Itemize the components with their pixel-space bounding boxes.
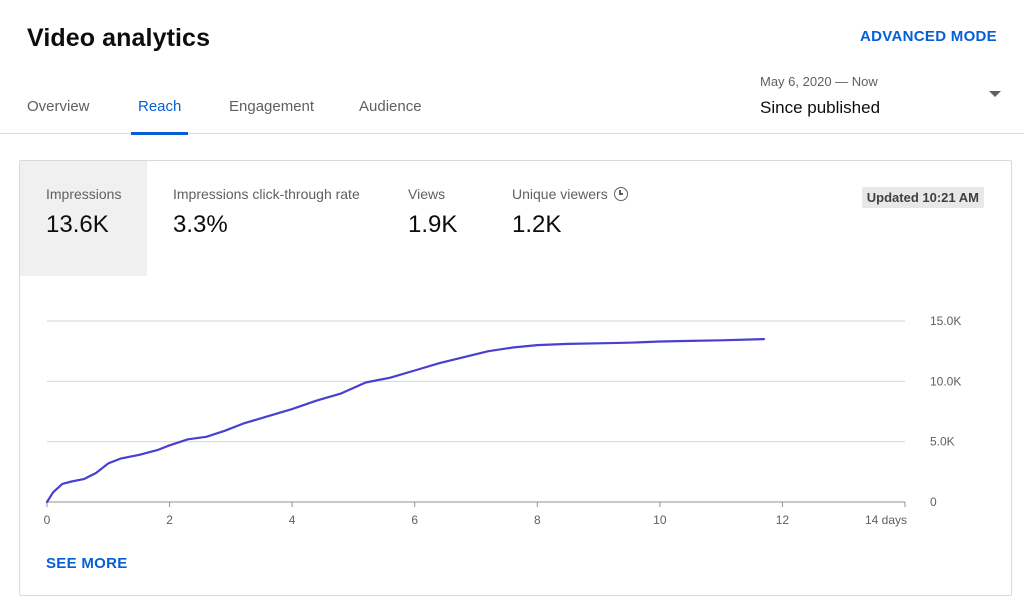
metric-value: 13.6K [46,211,109,238]
x-tick-label: 0 [44,513,51,527]
clock-icon [613,187,628,201]
see-more-button[interactable]: SEE MORE [46,555,128,572]
metric-label: Impressions [46,186,122,202]
x-tick-label: 12 [776,513,790,527]
metric-impressions[interactable]: Impressions 13.6K [20,161,147,276]
tab-engagement[interactable]: Engagement [229,98,315,115]
x-tick-label: 2 [166,513,173,527]
y-tick-label: 15.0K [930,314,961,328]
metric-label: Unique viewers [512,186,608,202]
metric-ctr[interactable]: Impressions click-through rate 3.3% [147,161,377,276]
metric-views[interactable]: Views 1.9K [382,161,482,276]
x-tick-label: 4 [289,513,296,527]
y-tick-label: 5.0K [930,435,955,449]
updated-badge: Updated 10:21 AM [861,187,984,208]
x-tick-label: 10 [653,513,667,527]
impressions-line-chart: 0 5.0K 10.0K 15.0K 0 2 4 6 8 10 12 14 days [44,314,962,527]
chevron-down-icon [989,91,1001,97]
date-range-text: May 6, 2020 — Now [760,74,878,89]
metric-unique-viewers[interactable]: Unique viewers 1.2K [486,161,656,276]
y-tick-label: 10.0K [930,374,961,388]
x-tick-label: 6 [411,513,418,527]
series-line-impressions [45,337,766,504]
y-tick-label: 0 [930,495,937,509]
date-range-selected: Since published [760,98,881,117]
tab-audience[interactable]: Audience [359,98,422,115]
x-tick-label: 14 days [865,513,907,527]
tab-overview[interactable]: Overview [27,98,90,115]
metric-label: Impressions click-through rate [173,186,360,202]
metric-label: Views [408,186,446,202]
page-title: Video analytics [27,24,211,52]
reach-card: Impressions 13.6K Impressions click-thro… [19,160,1012,596]
tab-bar: Overview Reach Engagement Audience [0,90,1024,135]
metric-value: 1.9K [408,211,458,238]
metric-value: 1.2K [512,211,562,238]
tab-reach[interactable]: Reach [130,98,189,135]
metric-value: 3.3% [173,211,228,238]
date-range-dropdown[interactable]: May 6, 2020 — Now Since published [760,74,1005,130]
x-tick-label: 8 [534,513,541,527]
metric-label-wrap: Unique viewers [512,186,628,202]
advanced-mode-button[interactable]: ADVANCED MODE [860,28,997,45]
